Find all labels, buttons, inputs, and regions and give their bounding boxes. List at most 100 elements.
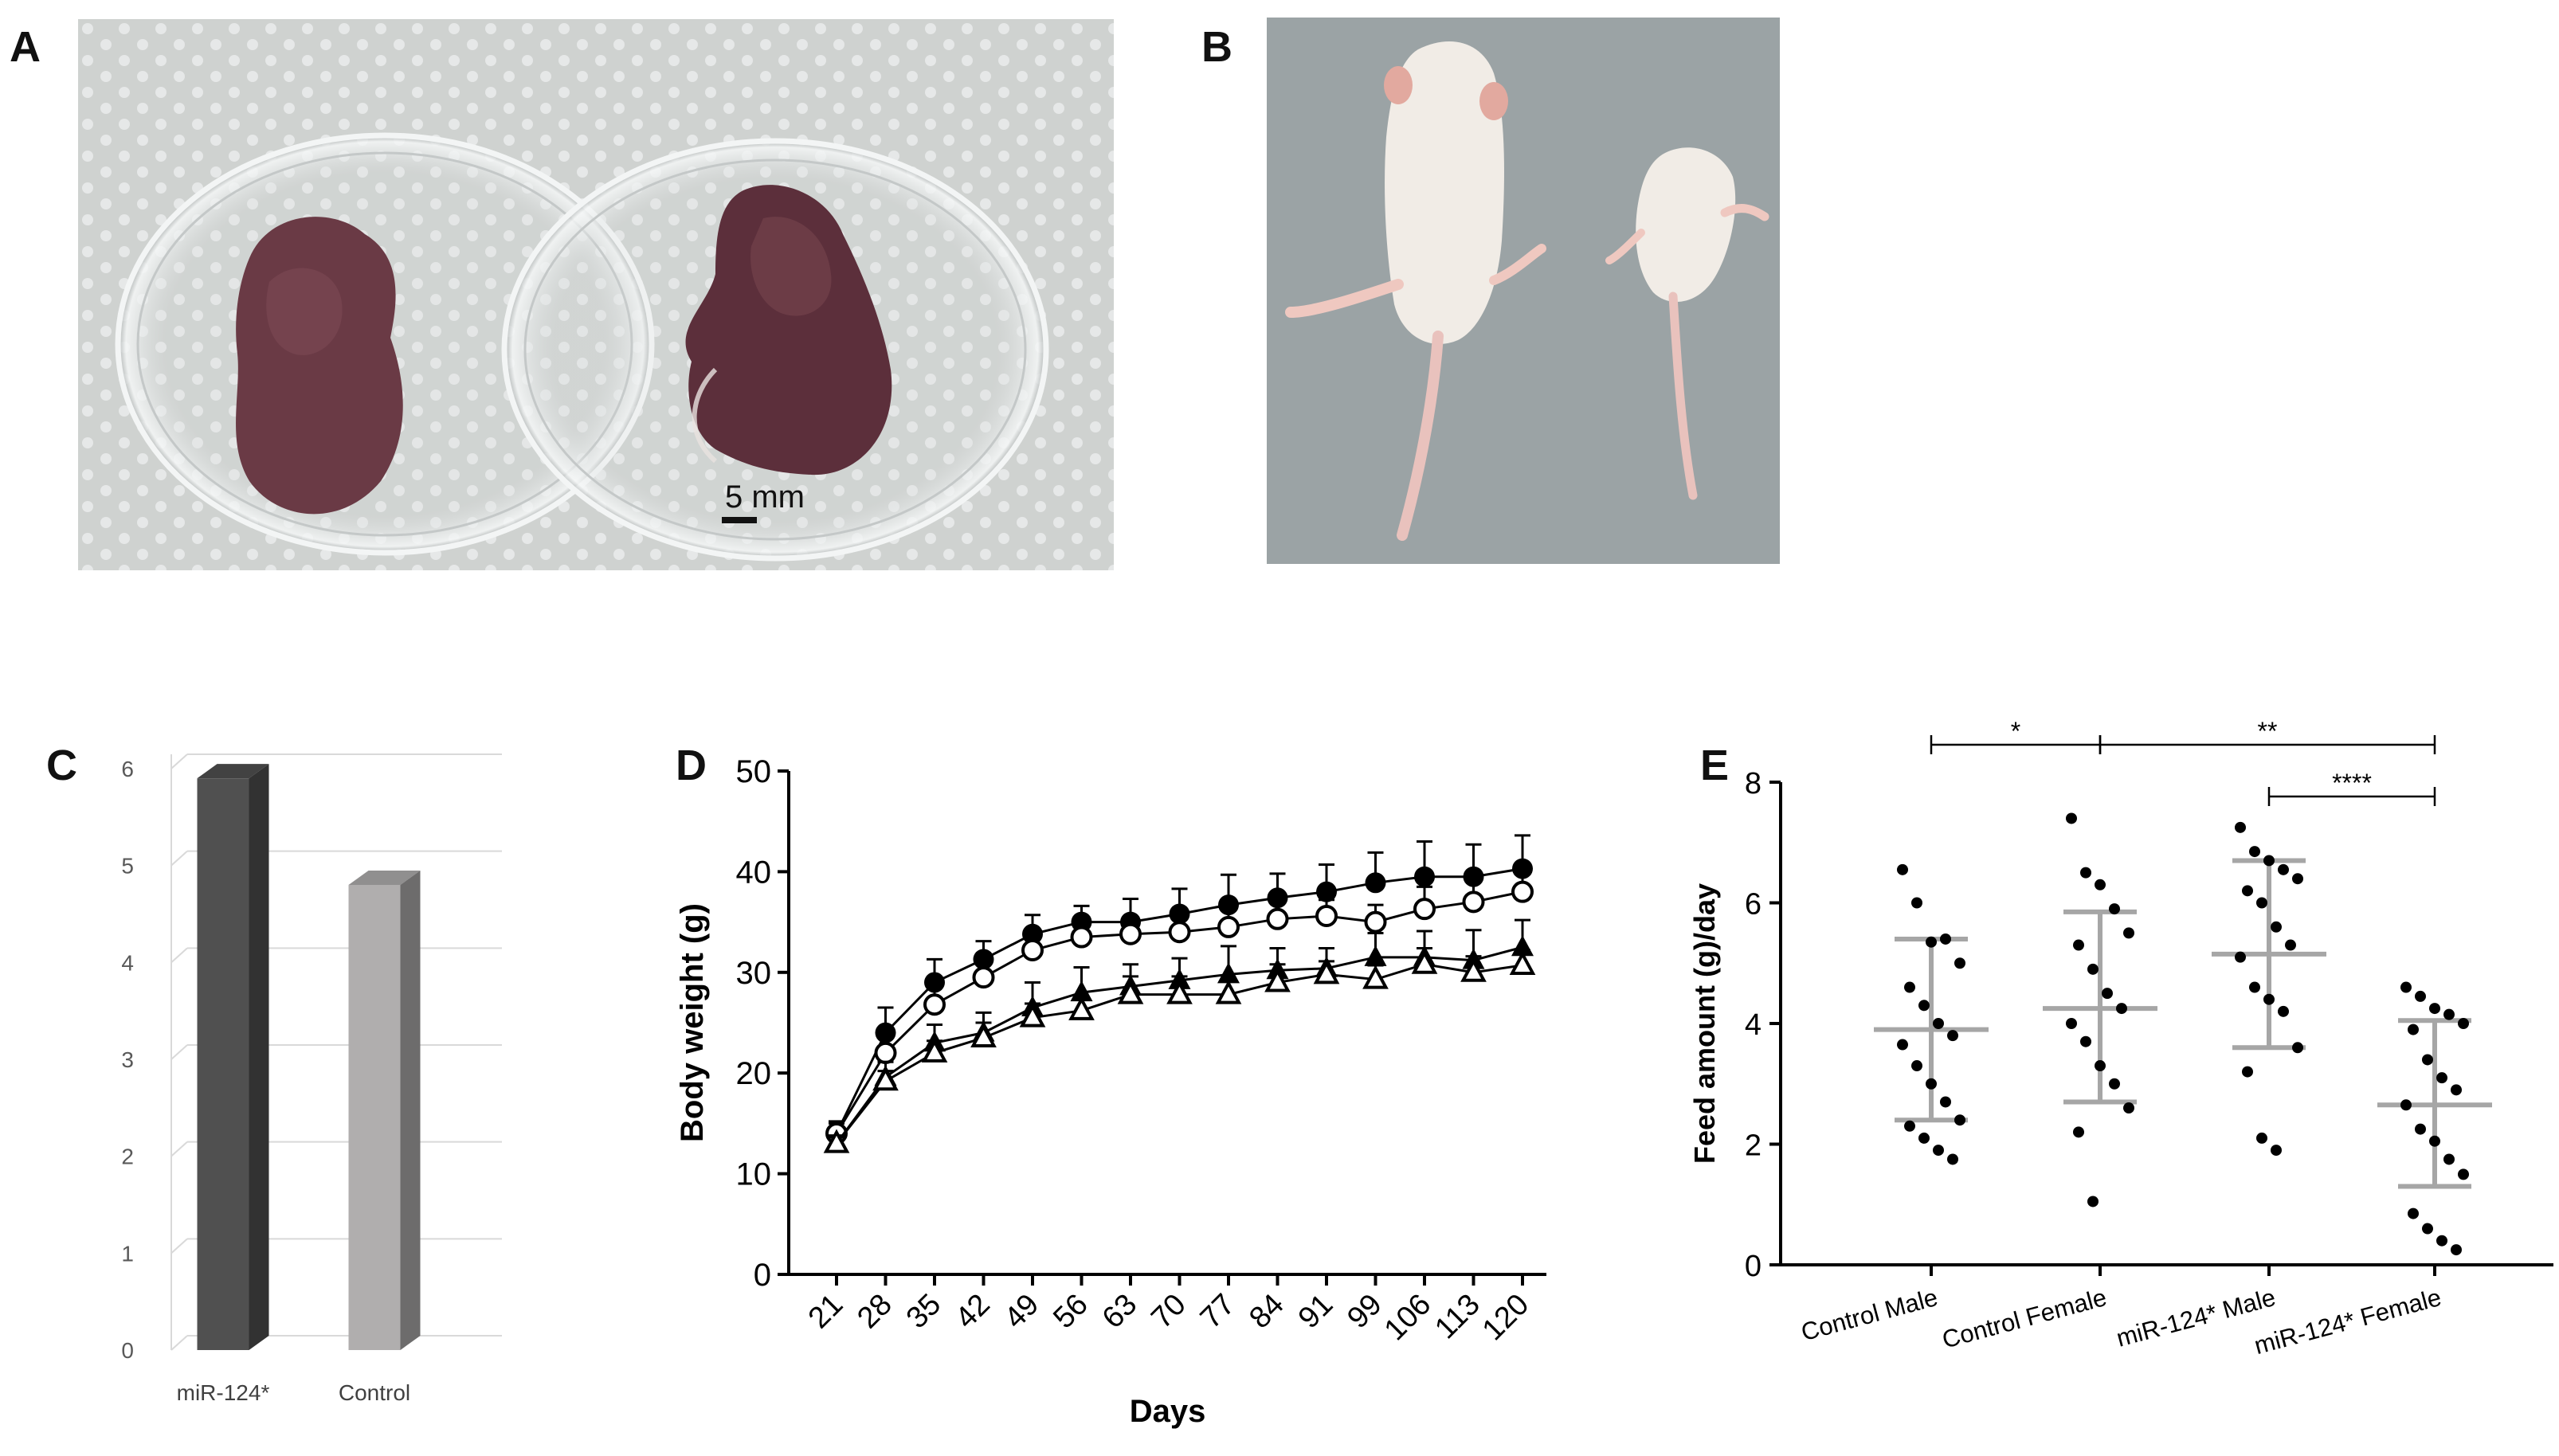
- panel-e-letter: E: [1700, 742, 1730, 789]
- x-tick-label: 49: [998, 1288, 1046, 1336]
- data-point: [1897, 863, 1908, 875]
- data-point-open-triangle: [1068, 996, 1095, 1020]
- gridline-depth: [170, 1044, 188, 1060]
- data-point: [2249, 981, 2260, 993]
- data-point: [1940, 1096, 1951, 1108]
- significance-label: ****: [2332, 769, 2372, 797]
- x-tick-label: 70: [1145, 1288, 1193, 1336]
- x-category-label: miR-124*: [177, 1380, 270, 1405]
- x-tick-label: 28: [851, 1288, 899, 1336]
- data-point: [1904, 981, 1915, 993]
- data-point: [1904, 1120, 1915, 1132]
- embryo-right: [685, 185, 892, 476]
- data-point: [2429, 1003, 2440, 1015]
- bar-side-face: [400, 871, 421, 1350]
- data-point-filled-circle: [1218, 894, 1239, 916]
- data-point: [2073, 1126, 2084, 1138]
- data-point-open-circle: [1413, 898, 1436, 921]
- y-tick-label: 0: [754, 1258, 771, 1293]
- data-point-open-triangle: [1411, 949, 1438, 974]
- data-point-open-triangle: [1509, 950, 1536, 975]
- y-tick-label: 3: [121, 1047, 134, 1072]
- panel-b-letter: B: [1201, 23, 1232, 71]
- data-point-open-triangle: [921, 1038, 948, 1063]
- y-tick-label: 4: [121, 950, 134, 975]
- data-point-open-circle: [874, 1041, 897, 1064]
- data-point-open-triangle: [1166, 980, 1193, 1004]
- bar-mir-124: [197, 778, 249, 1350]
- data-point: [2285, 939, 2296, 951]
- data-point: [2443, 1153, 2455, 1165]
- data-point-filled-circle: [1071, 911, 1092, 933]
- y-tick-label: 6: [121, 757, 134, 781]
- x-category-label: Control: [339, 1380, 410, 1405]
- data-point: [2123, 927, 2134, 939]
- data-point: [1933, 1145, 1944, 1157]
- y-tick-label: 1: [121, 1241, 134, 1266]
- data-point: [2458, 1018, 2469, 1029]
- data-point: [2235, 821, 2246, 833]
- y-tick-label: 30: [736, 956, 772, 991]
- bar-control: [348, 885, 401, 1350]
- y-tick-label: 6: [1745, 888, 1762, 922]
- data-point: [2073, 939, 2084, 951]
- x-tick-label: 120: [1476, 1288, 1536, 1348]
- y-tick-label: 10: [736, 1157, 772, 1192]
- data-point: [2095, 879, 2106, 890]
- x-tick-label: 106: [1378, 1288, 1438, 1348]
- data-point-filled-circle: [1365, 872, 1386, 894]
- gridline-depth: [170, 947, 188, 964]
- data-point: [2249, 846, 2260, 858]
- y-tick-label: 0: [1745, 1250, 1762, 1283]
- x-tick-label: 42: [949, 1288, 997, 1336]
- data-point-open-circle: [1364, 910, 1387, 933]
- data-point: [2123, 1102, 2134, 1114]
- data-point: [2422, 1223, 2433, 1235]
- panel-a: A 5 mm: [0, 0, 1131, 581]
- gridline-depth: [170, 850, 188, 867]
- data-point: [2109, 1078, 2120, 1090]
- x-tick-label: 77: [1194, 1288, 1242, 1336]
- y-tick-label: 4: [1745, 1008, 1762, 1042]
- significance-label: **: [2258, 717, 2278, 746]
- data-point: [1954, 957, 1965, 969]
- data-point: [1947, 1153, 1958, 1165]
- data-point: [1940, 933, 1951, 945]
- data-point: [2066, 812, 2077, 824]
- x-tick-label: 91: [1292, 1288, 1340, 1336]
- data-point-filled-circle: [1414, 866, 1435, 887]
- mouse-large: [1385, 41, 1504, 344]
- data-point-open-circle: [972, 966, 995, 989]
- embryo-left: [236, 217, 403, 515]
- y-axis-title: Body weight (g): [675, 903, 710, 1142]
- data-point-open-triangle: [970, 1023, 997, 1047]
- data-point: [2235, 951, 2246, 963]
- gridline-depth: [170, 1141, 188, 1157]
- data-point-open-triangle: [1215, 980, 1242, 1004]
- data-point: [2102, 988, 2113, 1000]
- data-point: [2415, 990, 2426, 1002]
- data-point: [1911, 897, 1922, 909]
- scale-bar: [722, 517, 757, 523]
- gridline-depth: [170, 753, 188, 769]
- data-point-open-triangle: [1019, 1003, 1046, 1027]
- bar-chart-c: 0 1 2 3 4 5 6 miR-124* Control: [121, 753, 502, 1405]
- data-point: [2066, 1018, 2077, 1029]
- data-point-open-triangle: [1313, 960, 1340, 984]
- tail-small: [1668, 292, 1698, 500]
- panel-d-letter: D: [676, 742, 707, 789]
- data-point-open-triangle: [1362, 965, 1389, 989]
- panel-d: D 0 10 20 30 40 50 21 28 35 42 49 56 63 70 77 84 91 99 106…: [653, 717, 1609, 1456]
- y-tick-label: 2: [1745, 1129, 1762, 1163]
- x-category-label: Control Female: [1939, 1283, 2110, 1354]
- data-point-open-circle: [1070, 926, 1093, 949]
- x-tick-label: 99: [1341, 1288, 1389, 1336]
- data-point: [2271, 1145, 2282, 1157]
- data-point: [2415, 1123, 2426, 1135]
- data-point-open-circle: [1168, 921, 1191, 944]
- scatter-chart-e: 0 2 4 6 8 Feed amount (g)/day Control MaleCont…: [1688, 717, 2553, 1360]
- x-tick-label: 35: [900, 1288, 948, 1336]
- data-point: [2087, 1196, 2099, 1207]
- data-point-open-circle: [1462, 890, 1485, 914]
- data-point-filled-circle: [1316, 881, 1337, 902]
